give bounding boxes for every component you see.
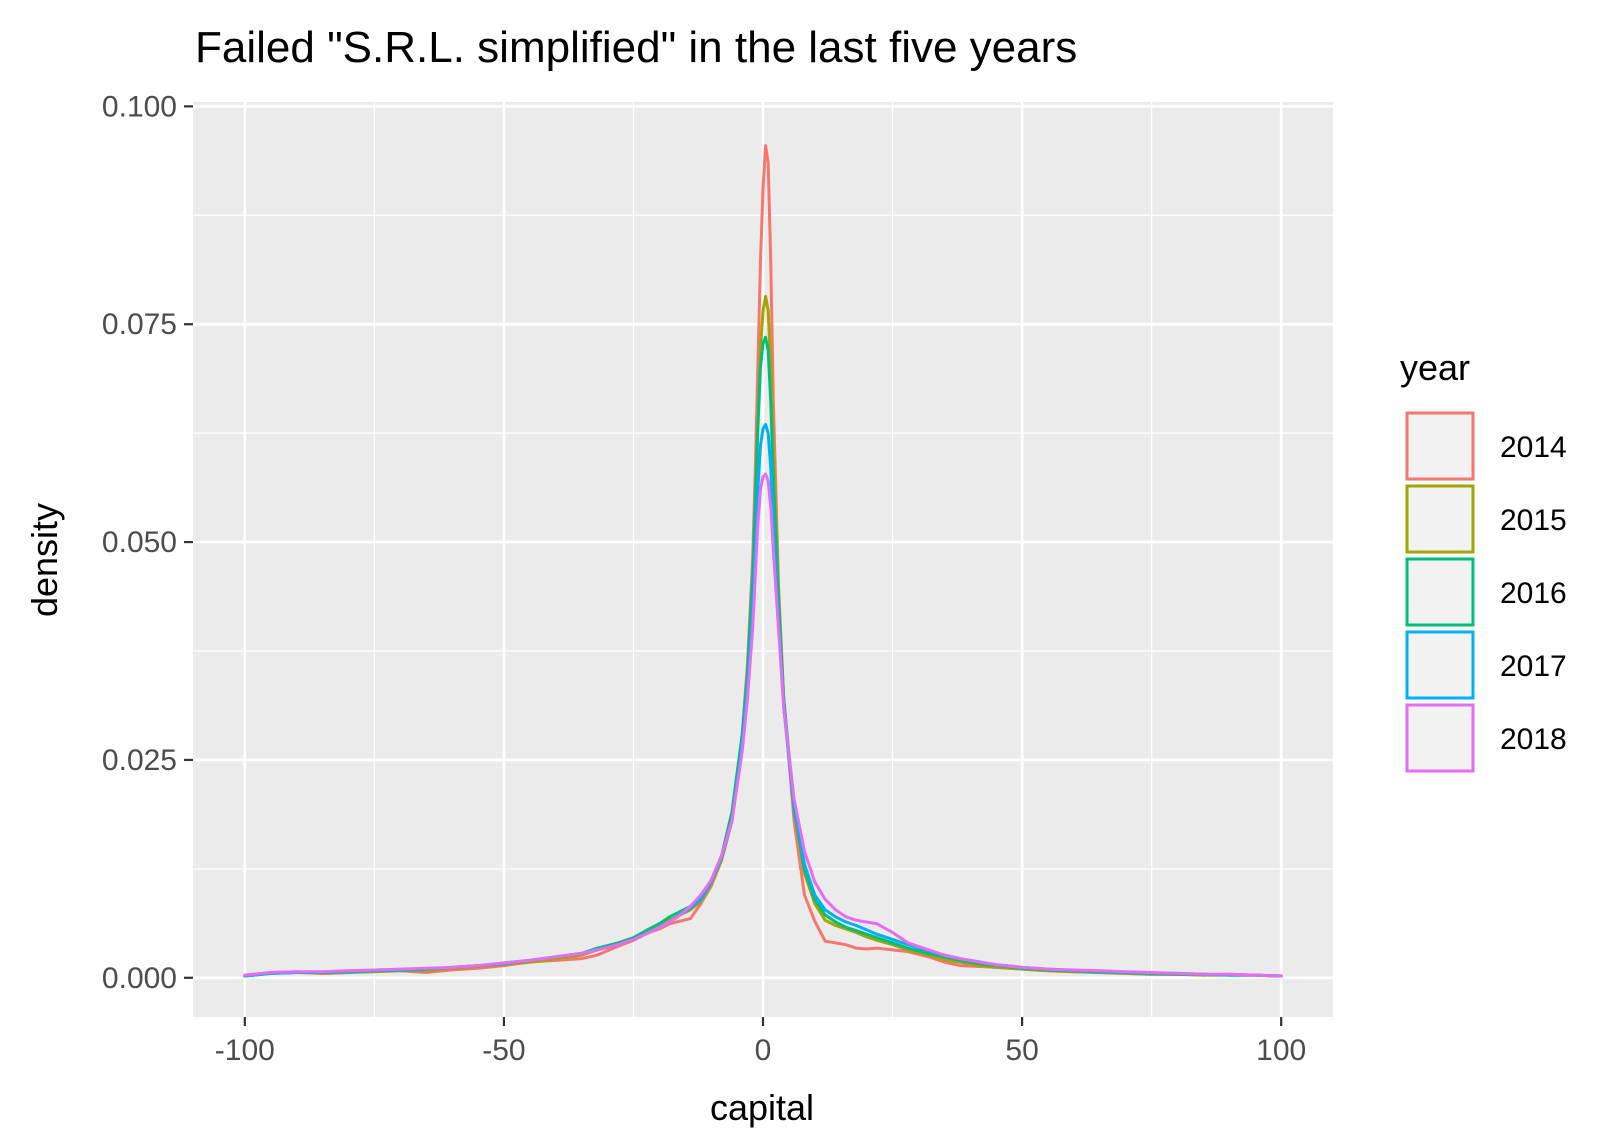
x-tick-label: 50 — [1005, 1034, 1038, 1067]
legend-label-2018: 2018 — [1500, 723, 1567, 756]
y-axis-title: density — [24, 503, 65, 617]
legend: year 2014 2015 2016 2017 2018 — [1400, 347, 1567, 773]
legend-label-2014: 2014 — [1500, 431, 1567, 464]
y-tick-label: 0.100 — [102, 90, 177, 123]
legend-key-2018 — [1405, 703, 1475, 773]
legend-key-2014 — [1405, 411, 1475, 481]
y-tick-label: 0.075 — [102, 308, 177, 341]
x-tick-label: -50 — [482, 1034, 525, 1067]
legend-title: year — [1400, 347, 1470, 388]
legend-key-2017 — [1405, 630, 1475, 700]
legend-key-2015 — [1405, 484, 1475, 554]
x-tick-label: 100 — [1256, 1034, 1306, 1067]
major-gridlines — [193, 102, 1333, 1017]
x-axis-title: capital — [710, 1087, 814, 1128]
series-lines — [243, 144, 1283, 978]
y-axis: 0.000 0.025 0.050 0.075 0.100 — [102, 90, 193, 995]
legend-items: 2014 2015 2016 2017 2018 — [1405, 411, 1567, 773]
y-tick-label: 0.025 — [102, 744, 177, 777]
x-tick-label: -100 — [215, 1034, 275, 1067]
legend-key-2016 — [1405, 557, 1475, 627]
legend-label-2015: 2015 — [1500, 504, 1567, 537]
legend-label-2017: 2017 — [1500, 650, 1567, 683]
x-tick-label: 0 — [755, 1034, 772, 1067]
x-axis: -100 -50 0 50 100 — [215, 1017, 1306, 1067]
density-line-2018 — [243, 472, 1283, 978]
y-tick-label: 0.050 — [102, 526, 177, 559]
legend-label-2016: 2016 — [1500, 577, 1567, 610]
chart-title: Failed "S.R.L. simplified" in the last f… — [195, 23, 1077, 72]
y-tick-label: 0.000 — [102, 962, 177, 995]
